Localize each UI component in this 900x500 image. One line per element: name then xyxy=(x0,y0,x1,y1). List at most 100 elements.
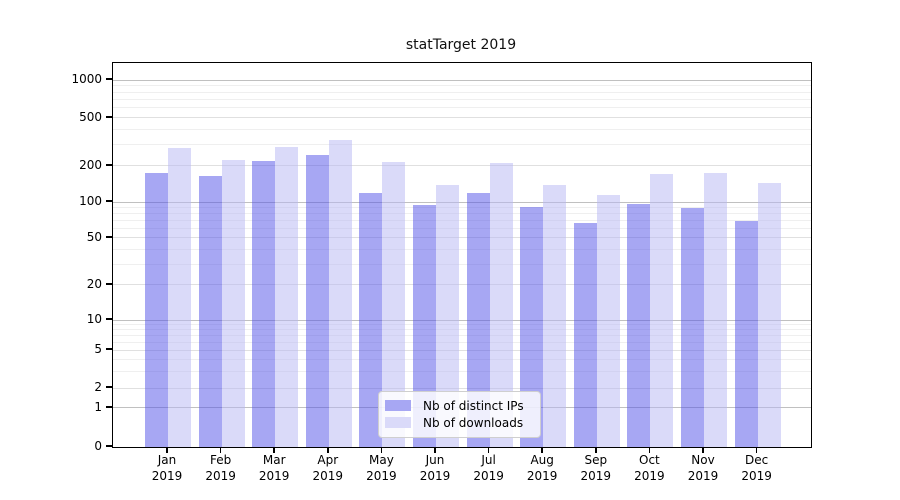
legend-item-distinct-ips: Nb of distinct IPs xyxy=(385,397,532,414)
gridline-minor xyxy=(113,144,811,146)
y-axis-tick xyxy=(106,78,112,80)
x-axis-tick xyxy=(327,447,329,453)
legend: Nb of distinct IPs Nb of downloads xyxy=(378,391,541,438)
legend-swatch-downloads xyxy=(385,417,411,428)
y-axis-tick xyxy=(106,348,112,350)
x-axis-tick xyxy=(219,447,222,453)
y-axis-tick-label: 20 xyxy=(86,276,102,291)
gridline xyxy=(113,201,811,203)
bar-distinct-ips xyxy=(198,176,222,447)
gridline-minor xyxy=(113,206,811,208)
y-axis-tick-label: 10 xyxy=(86,312,102,326)
bar-distinct-ips xyxy=(681,208,704,447)
bar-distinct-ips xyxy=(520,207,544,447)
x-axis-tick xyxy=(702,447,704,453)
gridline-minor xyxy=(113,213,811,215)
y-axis-tick-label: 0 xyxy=(94,439,102,453)
x-axis-tick-label: Jul 2019 xyxy=(473,453,504,483)
gridline-minor xyxy=(113,228,811,230)
x-axis-tick-label: Apr 2019 xyxy=(312,453,344,483)
x-axis-tick xyxy=(595,447,597,453)
x-axis-tick xyxy=(755,447,758,453)
gridline-minor xyxy=(113,248,811,250)
plot-area xyxy=(112,62,812,448)
gridline-minor xyxy=(113,220,811,222)
legend-label-downloads: Nb of downloads xyxy=(423,415,524,430)
x-axis-tick xyxy=(648,447,651,453)
gridline-minor xyxy=(113,107,811,109)
bar-distinct-ips xyxy=(413,204,436,447)
legend-item-downloads: Nb of downloads xyxy=(385,414,532,431)
y-axis-tick xyxy=(106,236,112,238)
y-axis-tick-label: 100 xyxy=(79,194,102,208)
gridline xyxy=(113,284,811,286)
gridline xyxy=(113,387,811,389)
bar-distinct-ips xyxy=(359,192,383,447)
gridline xyxy=(113,165,811,167)
x-axis-tick-label: Mar 2019 xyxy=(258,453,290,483)
x-axis-tick xyxy=(434,447,436,453)
bar-downloads xyxy=(596,194,620,447)
y-axis-tick-label: 500 xyxy=(79,109,102,124)
y-axis-tick xyxy=(106,406,112,408)
bar-distinct-ips xyxy=(734,220,758,447)
gridline-minor xyxy=(113,324,811,326)
x-axis-tick-label: Feb 2019 xyxy=(205,453,236,483)
bar-downloads xyxy=(436,184,459,447)
gridline xyxy=(113,117,811,119)
y-axis-tick xyxy=(106,164,112,166)
gridline xyxy=(113,349,811,351)
x-axis-tick-label: Nov 2019 xyxy=(687,453,719,483)
x-axis-tick xyxy=(541,447,543,453)
gridline-minor xyxy=(113,99,811,101)
x-axis-tick-label: Jan 2019 xyxy=(151,453,183,483)
gridline-minor xyxy=(113,91,811,93)
bar-distinct-ips xyxy=(466,192,490,447)
bar-downloads xyxy=(328,139,352,447)
gridline-minor xyxy=(113,334,811,336)
x-axis-tick xyxy=(273,447,275,453)
bar-distinct-ips xyxy=(573,222,597,447)
legend-label-distinct-ips: Nb of distinct IPs xyxy=(423,398,524,413)
bar-distinct-ips xyxy=(305,155,329,447)
gridline-minor xyxy=(113,358,811,360)
gridline-minor xyxy=(113,129,811,131)
gridline xyxy=(113,319,811,321)
x-axis-tick xyxy=(380,447,383,453)
bar-distinct-ips xyxy=(252,161,276,447)
x-axis-tick-label: Dec 2019 xyxy=(741,453,772,483)
y-axis-tick xyxy=(106,445,112,447)
bar-downloads xyxy=(221,159,245,447)
x-axis-tick-label: Aug 2019 xyxy=(526,453,558,483)
bar-distinct-ips xyxy=(145,172,168,447)
legend-swatch-distinct-ips xyxy=(385,400,411,411)
chart-title: statTarget 2019 xyxy=(405,37,517,53)
gridline-minor xyxy=(113,263,811,265)
bar-downloads xyxy=(543,184,567,447)
gridline-minor xyxy=(113,329,811,331)
bar-downloads xyxy=(757,182,781,447)
gridline xyxy=(113,79,811,81)
x-axis-tick-label: Oct 2019 xyxy=(634,453,665,483)
y-axis-tick xyxy=(106,386,112,388)
y-axis-tick-label: 5 xyxy=(94,342,102,356)
y-axis-tick xyxy=(106,318,112,320)
bar-downloads xyxy=(382,162,406,447)
bar-distinct-ips xyxy=(627,203,651,447)
y-axis-tick xyxy=(106,283,112,285)
y-axis-tick-label: 1 xyxy=(94,399,102,414)
y-axis-tick-label: 2 xyxy=(94,380,102,395)
gridline-minor xyxy=(113,341,811,343)
bar-downloads xyxy=(489,163,513,447)
x-axis-tick-label: Jun 2019 xyxy=(419,453,451,483)
x-axis-tick-label: May 2019 xyxy=(366,453,397,483)
y-axis-tick-label: 50 xyxy=(86,229,102,244)
bar-downloads xyxy=(275,147,299,447)
y-axis-tick xyxy=(106,116,112,118)
y-axis-tick-label: 200 xyxy=(79,157,102,172)
bar-downloads xyxy=(704,172,727,447)
y-axis-tick-label: 1000 xyxy=(71,72,102,86)
x-axis-tick-label: Sep 2019 xyxy=(580,453,612,483)
gridline-minor xyxy=(113,85,811,87)
